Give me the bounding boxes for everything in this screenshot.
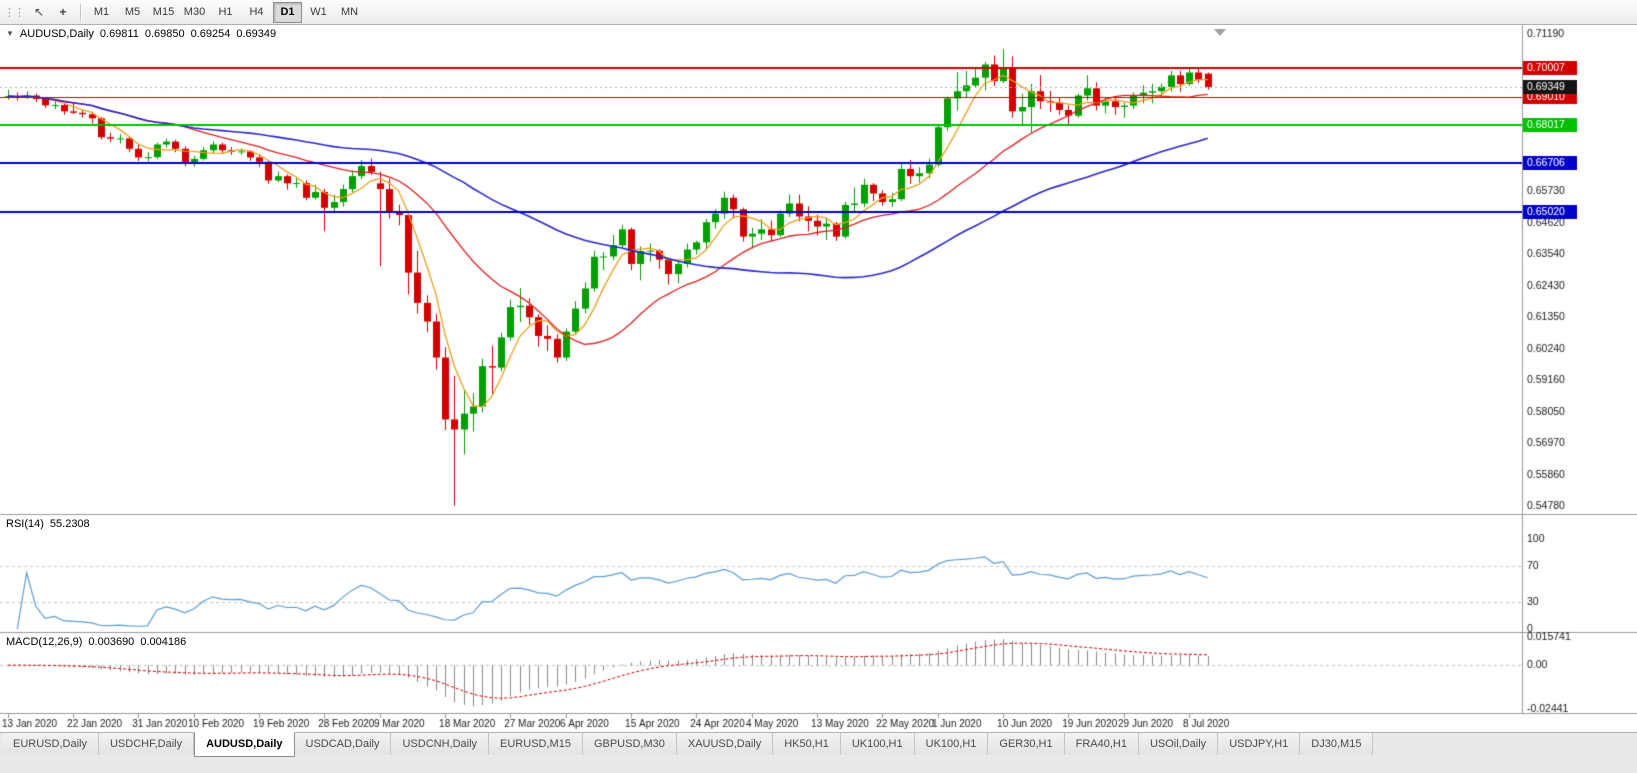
rsi-name: RSI(14)	[6, 518, 44, 530]
tab-gbpusd-m30[interactable]: GBPUSD,M30	[582, 733, 677, 755]
ohlc-close: 0.69349	[236, 28, 277, 40]
tab-eurusd-m15[interactable]: EURUSD,M15	[489, 733, 583, 755]
one-click-trading-arrow-icon[interactable]: ▼	[6, 29, 14, 38]
tab-usdchf-daily[interactable]: USDCHF,Daily	[98, 733, 195, 755]
timeframe-m1[interactable]: M1	[93, 6, 110, 18]
timeframe-d1[interactable]: D1	[273, 1, 302, 23]
timeframe-m15[interactable]: M15	[152, 6, 175, 18]
chart-area: ▼ AUDUSD,Daily 0.69811 0.69850 0.69254 0.6934…	[0, 25, 1637, 732]
ohlc-open: 0.69811	[99, 28, 139, 40]
pointer-tool-icon[interactable]: ↖	[33, 5, 45, 19]
tab-usdcnh-daily[interactable]: USDCNH,Daily	[391, 733, 490, 755]
ohlc-high: 0.69850	[144, 28, 185, 40]
tab-eurusd-daily[interactable]: EURUSD,Daily	[2, 733, 99, 755]
timeframe-h1[interactable]: H1	[218, 6, 233, 18]
tab-uk100-h1-2[interactable]: UK100,H1	[914, 733, 989, 755]
timeframes-toolbar: ⋮⋮ ↖ + M1 M5 M15 M30 H1 H4 D1 W1 MN	[0, 0, 1637, 25]
tab-usdjpy-h1[interactable]: USDJPY,H1	[1218, 733, 1301, 755]
timeframe-h4[interactable]: H4	[249, 6, 264, 18]
tab-ger30-h1[interactable]: GER30,H1	[988, 733, 1065, 755]
timeframe-m5[interactable]: M5	[124, 6, 141, 18]
timeframe-mn[interactable]: MN	[340, 6, 359, 18]
macd-value1: 0.003690	[88, 636, 135, 648]
macd-name: MACD(12,26,9)	[6, 636, 83, 648]
timeframe-m30[interactable]: M30	[183, 6, 206, 18]
rsi-value: 55.2308	[49, 518, 90, 530]
price-chart-canvas[interactable]	[0, 25, 1637, 732]
rsi-indicator-label: RSI(14) 55.2308	[6, 518, 96, 530]
symbol-name: AUDUSD,Daily	[19, 28, 94, 40]
crosshair-tool-icon[interactable]: +	[59, 5, 67, 19]
symbol-ohlc-info: ▼ AUDUSD,Daily 0.69811 0.69850 0.69254 0.6934…	[6, 28, 282, 40]
macd-value2: 0.004186	[140, 636, 187, 648]
tab-hk50-h1[interactable]: HK50,H1	[773, 733, 841, 755]
chart-tab-bar: EURUSD,Daily USDCHF,Daily AUDUSD,Daily U…	[0, 732, 1637, 773]
tab-uk100-h1[interactable]: UK100,H1	[840, 733, 915, 755]
tab-fra40-h1[interactable]: FRA40,H1	[1064, 733, 1139, 755]
tab-xauusd-daily[interactable]: XAUUSD,Daily	[676, 733, 774, 755]
macd-indicator-label: MACD(12,26,9) 0.003690 0.004186	[6, 636, 192, 648]
tab-audusd-daily[interactable]: AUDUSD,Daily	[194, 732, 295, 757]
ohlc-low: 0.69254	[190, 28, 231, 40]
tab-usoil-daily[interactable]: USOil,Daily	[1138, 733, 1219, 755]
timeframe-w1[interactable]: W1	[310, 6, 327, 18]
tab-usdcad-daily[interactable]: USDCAD,Daily	[294, 733, 392, 755]
toolbar-drag-handle[interactable]: ⋮⋮	[4, 6, 25, 19]
toolbar-separator	[80, 3, 81, 21]
tab-dj30-m15[interactable]: DJ30,M15	[1300, 733, 1374, 755]
